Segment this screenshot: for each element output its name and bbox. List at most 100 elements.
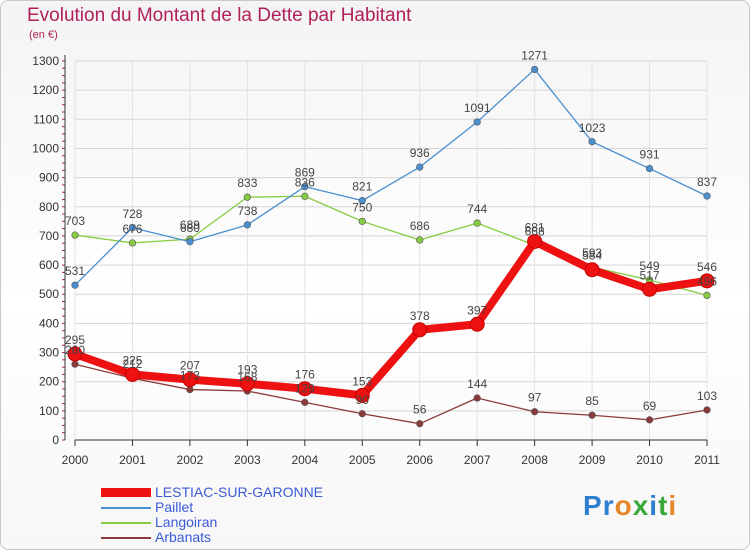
data-point (469, 316, 485, 332)
legend-label: Arbanats (155, 529, 212, 545)
data-point (416, 236, 424, 244)
data-label: 546 (697, 260, 717, 274)
data-label: 517 (640, 268, 660, 282)
data-label: 103 (697, 389, 717, 403)
data-point (703, 406, 711, 414)
y-tick-label: 0 (52, 433, 59, 447)
series-lines (67, 65, 715, 428)
legend-item: Langoiran (101, 515, 323, 530)
logo-letter: i (668, 490, 678, 521)
data-point (703, 291, 711, 299)
legend-item: LESTIAC-SUR-GARONNE (101, 485, 323, 500)
data-label: 153 (352, 374, 372, 388)
data-point (358, 410, 366, 418)
data-labels: 295 225 207 193 176 153 378 397 681 584 517 546 531 7… (65, 48, 717, 416)
data-point (71, 231, 79, 239)
data-point (645, 416, 654, 424)
data-point (243, 193, 251, 201)
data-label: 750 (352, 200, 372, 214)
data-label: 686 (410, 219, 430, 233)
data-label: 593 (582, 246, 602, 260)
data-point (527, 233, 543, 249)
y-tick-label: 1100 (33, 112, 59, 126)
data-label: 549 (640, 259, 660, 273)
data-label: 378 (410, 309, 430, 323)
y-tick-label: 1000 (32, 141, 59, 155)
data-label: 531 (65, 264, 85, 278)
data-label: 56 (413, 403, 427, 417)
logo-letter: P (583, 490, 603, 521)
data-label: 173 (180, 369, 200, 383)
data-point (416, 163, 424, 171)
legend-label: LESTIAC-SUR-GARONNE (155, 484, 324, 500)
x-tick-label: 2007 (464, 453, 491, 467)
data-label: 738 (237, 204, 257, 218)
data-label: 97 (528, 391, 542, 405)
data-point (412, 322, 428, 338)
proxiti-logo: Proxiti (583, 490, 677, 522)
x-tick-label: 2002 (177, 453, 204, 467)
data-point (124, 366, 140, 382)
legend-swatch (101, 536, 151, 539)
data-label: 836 (295, 175, 315, 189)
x-tick-label: 2001 (119, 453, 146, 467)
data-point (301, 192, 309, 200)
data-point (645, 164, 654, 173)
y-tick-label: 300 (39, 346, 59, 360)
data-label: 1023 (579, 121, 606, 135)
y-tick-label: 200 (39, 375, 59, 389)
logo-letter: x (632, 490, 650, 521)
data-label: 931 (640, 148, 660, 162)
data-point (588, 138, 596, 146)
data-label: 69 (643, 399, 657, 413)
data-label: 936 (410, 146, 430, 160)
data-label: 144 (467, 377, 487, 391)
data-point (416, 420, 424, 428)
data-point (71, 281, 79, 289)
data-label: 212 (122, 357, 142, 371)
x-tick-label: 2010 (636, 453, 663, 467)
data-label: 584 (582, 249, 602, 263)
data-label: 833 (237, 176, 257, 190)
data-label: 744 (467, 202, 487, 216)
data-label: 176 (295, 368, 315, 382)
data-point (186, 385, 194, 394)
data-label: 397 (467, 303, 487, 317)
series-line-lestiac-sur-garonne (71, 237, 711, 400)
data-point (358, 217, 366, 225)
data-point (301, 183, 309, 191)
data-point (584, 262, 600, 278)
data-label: 1091 (464, 101, 491, 115)
y-tick-label: 500 (39, 287, 59, 301)
data-label: 869 (295, 166, 315, 180)
data-point (531, 408, 539, 416)
data-label: 193 (237, 363, 257, 377)
data-point (642, 281, 658, 297)
y-tick-label: 900 (39, 171, 59, 185)
logo-letter: r (602, 490, 615, 521)
y-tick-label: 600 (39, 258, 59, 272)
y-tick-label: 700 (39, 229, 59, 243)
data-point (473, 219, 481, 227)
data-point (297, 381, 313, 397)
data-label: 129 (295, 381, 315, 395)
legend-swatch (101, 506, 151, 509)
data-label: 260 (65, 343, 85, 357)
chart-unit: (en €) (29, 29, 58, 41)
data-point (588, 411, 596, 419)
data-label: 1271 (521, 48, 548, 62)
data-label: 496 (697, 274, 717, 288)
series-line-arbanats (74, 363, 708, 425)
x-tick-label: 2004 (291, 453, 318, 467)
data-label: 689 (180, 218, 200, 232)
legend-swatch (101, 521, 151, 524)
legend: LESTIAC-SUR-GARONNE Paillet Langoiran Arban… (101, 485, 323, 545)
data-label: 680 (180, 221, 200, 235)
axes: 0 100 200 300 400 500 600 700 800 900 1000 1100 1200… (32, 54, 720, 467)
data-point (128, 224, 137, 232)
data-label: 821 (352, 180, 372, 194)
data-point (531, 65, 539, 74)
data-label: 728 (122, 207, 142, 221)
data-point (354, 387, 370, 403)
legend-item: Arbanats (101, 530, 323, 545)
